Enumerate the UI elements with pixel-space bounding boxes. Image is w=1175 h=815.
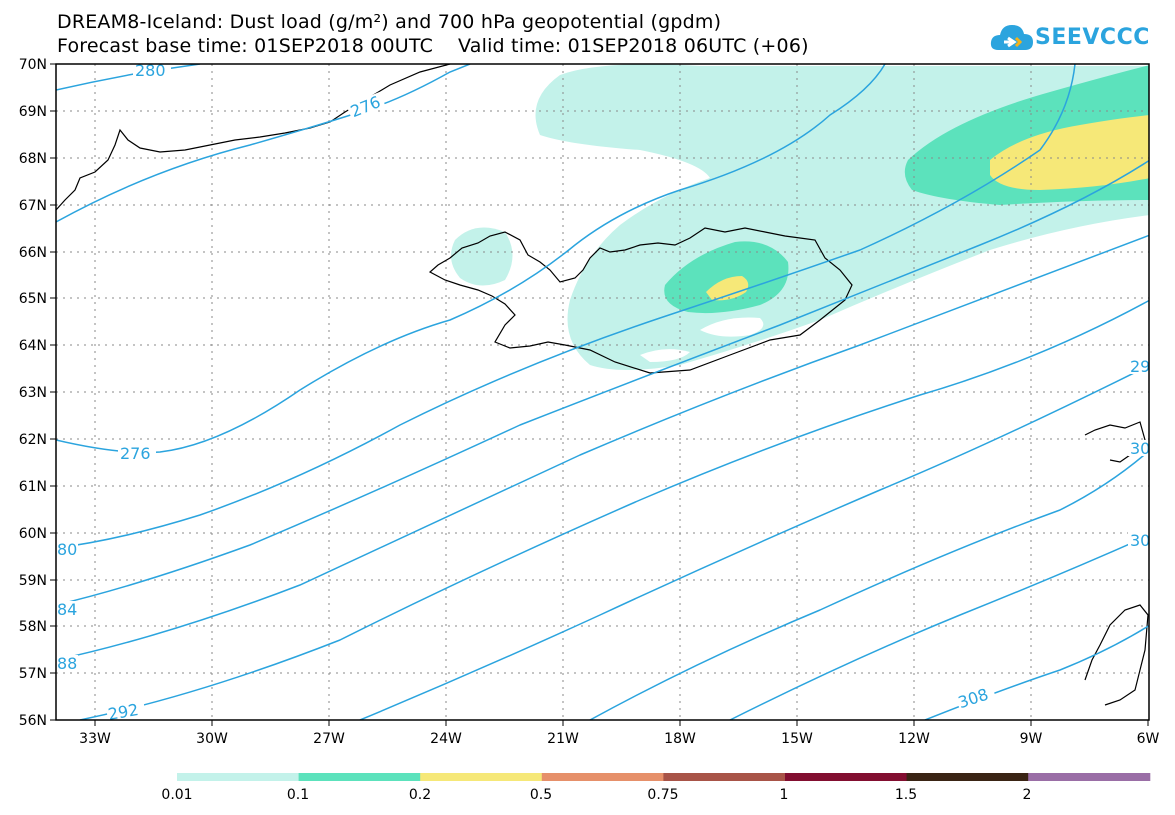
dust-field bbox=[451, 64, 1149, 370]
contour-276-north bbox=[56, 64, 471, 223]
contour-label: 88 bbox=[57, 654, 77, 673]
colorbar-label: 1 bbox=[779, 787, 789, 803]
lon-label: 15W bbox=[781, 731, 813, 747]
contour-296 bbox=[359, 364, 1149, 720]
colorbar-label: 2 bbox=[1022, 787, 1032, 803]
contour-label: 276 bbox=[120, 444, 151, 463]
contour-292 bbox=[79, 299, 1149, 720]
contour-label: 30 bbox=[1130, 439, 1150, 458]
contour-label: 29 bbox=[1130, 357, 1150, 376]
contour-label-group: 280 276 276 80 84 88 292 308 29 30 30 bbox=[56, 61, 1150, 724]
colorbar-label: 0.1 bbox=[286, 787, 310, 803]
contour-label: 80 bbox=[57, 540, 77, 559]
contour-304 bbox=[729, 534, 1149, 720]
colorbar-segment bbox=[177, 773, 300, 781]
colorbar-label: 0.2 bbox=[408, 787, 432, 803]
contour-label: 30 bbox=[1130, 531, 1150, 550]
lon-label: 6W bbox=[1137, 731, 1160, 747]
dust-gap-2 bbox=[640, 349, 690, 362]
colorbar-label: 1.5 bbox=[894, 787, 918, 803]
lat-label: 65N bbox=[19, 291, 47, 307]
lat-label: 61N bbox=[19, 479, 47, 495]
lat-label: 69N bbox=[19, 104, 47, 120]
colorbar-segment bbox=[420, 773, 543, 781]
lat-label: 62N bbox=[19, 432, 47, 448]
lon-label: 18W bbox=[664, 731, 696, 747]
latitude-labels: 70N 69N 68N 67N 66N 65N 64N 63N 62N 61N … bbox=[19, 57, 47, 729]
logo-text: SEEVCCC bbox=[1035, 25, 1150, 50]
dust-gap bbox=[700, 317, 764, 337]
lat-label: 56N bbox=[19, 713, 47, 729]
dust-0.2-east bbox=[990, 115, 1149, 190]
contour-276-main bbox=[56, 64, 886, 454]
lon-label: 12W bbox=[898, 731, 930, 747]
colorbar bbox=[177, 773, 1151, 781]
colorbar-segment bbox=[1028, 773, 1151, 781]
contour-label: 280 bbox=[135, 61, 166, 80]
colorbar-segment bbox=[541, 773, 664, 781]
colorbar-label: 0.5 bbox=[529, 787, 553, 803]
contour-288 bbox=[56, 234, 1149, 661]
colorbar-segment bbox=[785, 773, 908, 781]
lat-label: 67N bbox=[19, 198, 47, 214]
lon-label: 21W bbox=[547, 731, 579, 747]
lat-label: 66N bbox=[19, 245, 47, 261]
longitude-labels: 33W 30W 27W 24W 21W 18W 15W 12W 9W 6W bbox=[79, 731, 1159, 747]
lon-label: 30W bbox=[196, 731, 228, 747]
dust-0.2-iceland bbox=[706, 276, 749, 301]
contour-label: 292 bbox=[107, 700, 140, 724]
colorbar-segment bbox=[298, 773, 421, 781]
dust-0.1-iceland bbox=[664, 241, 789, 314]
contour-label: 84 bbox=[57, 600, 77, 619]
lon-label: 9W bbox=[1020, 731, 1043, 747]
colorbar-label: 0.75 bbox=[647, 787, 679, 803]
grid-lines bbox=[56, 64, 1149, 720]
lat-label: 57N bbox=[19, 666, 47, 682]
colorbar-segment bbox=[663, 773, 786, 781]
colorbar-label: 0.01 bbox=[161, 787, 193, 803]
coast-iceland bbox=[428, 227, 853, 374]
contour-280-main bbox=[56, 64, 1076, 549]
lat-label: 59N bbox=[19, 573, 47, 589]
lon-label: 24W bbox=[430, 731, 462, 747]
colorbar-segment bbox=[906, 773, 1029, 781]
lon-label: 27W bbox=[313, 731, 345, 747]
dust-0.01-west bbox=[451, 227, 513, 286]
lon-label: 33W bbox=[79, 731, 111, 747]
lat-label: 70N bbox=[19, 57, 47, 73]
map-title: DREAM8-Iceland: Dust load (g/m²) and 700… bbox=[57, 11, 722, 33]
lat-label: 63N bbox=[19, 385, 47, 401]
map-subtitle-times: Forecast base time: 01SEP2018 00UTC Vali… bbox=[57, 35, 809, 57]
coast-faroe bbox=[1084, 421, 1146, 463]
seevccc-logo: SEEVCCC bbox=[990, 20, 1150, 60]
lat-label: 68N bbox=[19, 151, 47, 167]
coast-scotland bbox=[1084, 604, 1149, 706]
contour-300 bbox=[589, 449, 1149, 720]
cloud-icon bbox=[990, 25, 1033, 50]
lat-label: 58N bbox=[19, 619, 47, 635]
lat-label: 64N bbox=[19, 338, 47, 354]
lat-label: 60N bbox=[19, 526, 47, 542]
contour-284 bbox=[56, 159, 1149, 606]
axis-ticks bbox=[50, 63, 1149, 726]
